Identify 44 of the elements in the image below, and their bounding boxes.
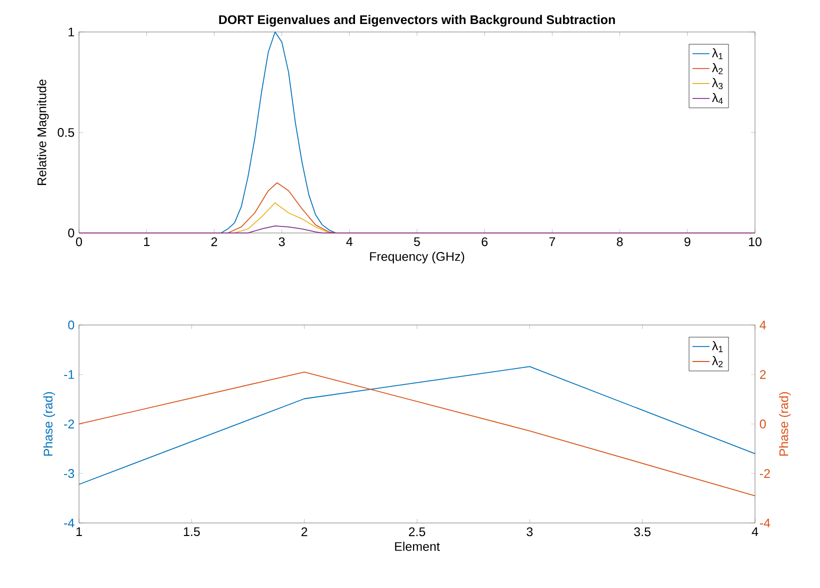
y-tick-label: 0 bbox=[68, 320, 74, 330]
x-tick-label: 10 bbox=[749, 237, 762, 246]
legend-label: λ$_{3}$ bbox=[712, 78, 723, 90]
legend-label: λ$_{2}$ bbox=[712, 63, 723, 74]
legend-label: λ$_{1}$ bbox=[712, 48, 723, 60]
y2-tick-label: -2 bbox=[760, 469, 770, 478]
y2-tick-label: 4 bbox=[760, 320, 766, 330]
x-tick-label: 1.5 bbox=[184, 527, 200, 536]
y2-axis-title: Phase (rad) bbox=[779, 392, 791, 456]
x-tick-label: 9 bbox=[684, 237, 690, 246]
x-tick-label: 2.5 bbox=[408, 527, 426, 536]
y2-tick-label: -4 bbox=[760, 518, 770, 528]
x-tick-label: 1 bbox=[144, 237, 150, 246]
y-tick-label: 0 bbox=[68, 228, 74, 238]
x-tick-label: 3 bbox=[278, 237, 285, 246]
y-tick-label: -1 bbox=[64, 370, 74, 379]
chart-title: DORT Eigenvalues and Eigenvectors with Background Subtraction bbox=[219, 14, 615, 27]
x-tick-label: 3 bbox=[526, 527, 533, 536]
y-tick-label: 0.5 bbox=[58, 128, 74, 137]
x-tick-label: 2 bbox=[211, 237, 218, 246]
x-tick-label: 7 bbox=[549, 237, 556, 246]
x-tick-label: 0 bbox=[76, 237, 82, 246]
y2-tick-label: 2 bbox=[760, 370, 766, 379]
y2-tick-label: 0 bbox=[760, 420, 766, 428]
x-tick-label: 4 bbox=[752, 527, 758, 536]
x-tick-label: 3.5 bbox=[634, 527, 650, 536]
x-tick-label: 1 bbox=[76, 527, 82, 536]
y-tick-label: -3 bbox=[64, 469, 74, 478]
x-axis-title: Frequency (GHz) bbox=[370, 252, 464, 264]
y-axis-title: Phase (rad) bbox=[43, 392, 55, 456]
line-series bbox=[78, 225, 756, 234]
y-axis-title: Relative Magnitude bbox=[37, 80, 49, 185]
x-tick-label: 5 bbox=[414, 237, 420, 246]
x-tick-label: 6 bbox=[482, 237, 488, 246]
y-tick-label: -2 bbox=[64, 420, 74, 428]
legend-label: λ$_{4}$ bbox=[712, 92, 723, 104]
y-tick-label: 1 bbox=[68, 28, 74, 36]
y-tick-label: -4 bbox=[64, 518, 74, 528]
x-axis-title: Element bbox=[395, 542, 440, 551]
legend-label: λ$_{2}$ bbox=[712, 356, 723, 368]
legend-label: λ$_{1}$ bbox=[712, 341, 723, 352]
x-tick-label: 2 bbox=[301, 527, 308, 536]
x-tick-label: 4 bbox=[346, 237, 353, 246]
x-tick-label: 8 bbox=[616, 237, 623, 246]
